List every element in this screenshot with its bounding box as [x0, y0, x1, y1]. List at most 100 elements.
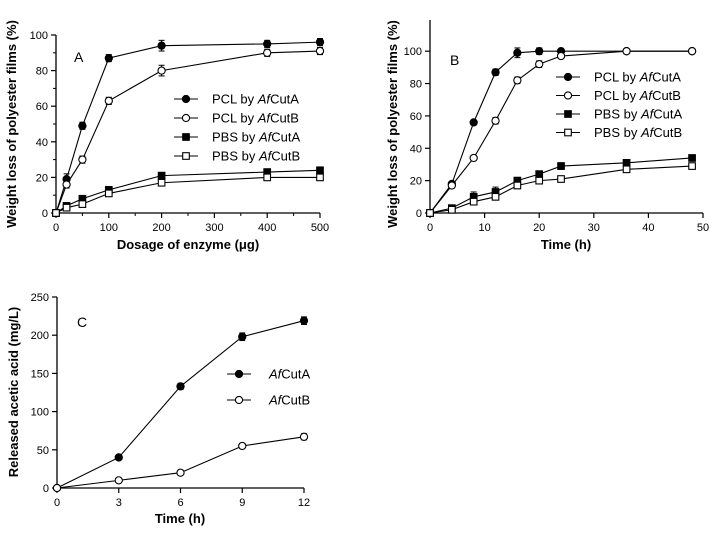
y-tick-label: 0: [416, 208, 422, 220]
legend-entry: PBS by AfCutA: [174, 130, 300, 145]
legend-entry: PCL by AfCutA: [174, 92, 299, 107]
legend-label-italic: Af: [268, 393, 283, 408]
data-point: [263, 48, 272, 57]
data-point: [114, 476, 123, 485]
panel-label: B: [450, 52, 459, 68]
data-point: [315, 46, 325, 56]
x-tick-label: 0: [427, 222, 433, 234]
data-point: [104, 96, 113, 106]
series-line: [55, 176, 320, 214]
y-tick-label: 80: [410, 79, 422, 91]
data-point: [238, 332, 247, 341]
legend-marker: [564, 110, 572, 118]
panel-label: A: [74, 49, 84, 65]
data-point: [263, 39, 272, 49]
legend-label-suffix: CutA: [281, 367, 310, 382]
legend-label-suffix: CutB: [281, 393, 310, 408]
legend-label: PBS by AfCutA: [212, 130, 300, 145]
data-point: [469, 197, 478, 206]
data-point: [316, 166, 324, 175]
data-point: [52, 209, 60, 217]
x-tick-label: 12: [298, 497, 310, 509]
data-point: [469, 118, 478, 127]
series-line: [55, 41, 321, 214]
legend-label: PCL by AfCutA: [594, 70, 681, 85]
y-tick-label: 150: [31, 368, 49, 380]
legend-marker: [564, 128, 572, 137]
data-point: [157, 178, 166, 187]
legend-label-prefix: PCL by: [594, 88, 640, 103]
data-point: [62, 180, 71, 189]
x-axis-label-unit: g): [247, 237, 259, 252]
x-tick-label: 500: [311, 222, 329, 234]
data-point: [535, 59, 544, 69]
x-tick-label: 50: [697, 222, 709, 234]
data-point: [557, 175, 565, 183]
x-axis-label-mu: μ: [239, 237, 247, 252]
data-point: [491, 68, 500, 77]
y-tick-label: 100: [30, 30, 48, 42]
series-4: [426, 162, 696, 217]
legend-label-italic: Af: [268, 367, 283, 382]
series-1: [51, 37, 325, 218]
y-tick-label: 40: [36, 137, 48, 149]
data-point: [491, 192, 500, 201]
data-point: [622, 158, 631, 167]
y-tick-label: 20: [36, 172, 48, 184]
y-tick-label: 0: [43, 483, 49, 495]
legend-marker: [181, 94, 191, 104]
legend-label-prefix: PBS by: [594, 125, 641, 140]
y-tick-label: 50: [37, 445, 49, 457]
x-tick-label: 6: [177, 497, 183, 509]
data-point: [78, 155, 87, 164]
legend-label-prefix: PBS by: [212, 130, 259, 145]
x-tick-label: 0: [53, 222, 59, 234]
y-tick-label: 60: [36, 101, 48, 113]
x-tick-label: 3: [116, 497, 122, 509]
x-tick-label: 9: [239, 497, 245, 509]
panel-b: 0 10 20 30 40 50 0 20 40 60 80 100 Time (h) Weight lo…: [385, 20, 709, 252]
data-point: [104, 53, 113, 63]
legend-label-italic: Af: [258, 149, 273, 164]
x-tick-label: 400: [258, 222, 276, 234]
x-axis-label-text: Dosage of enzyme (: [117, 237, 240, 252]
data-point: [157, 66, 166, 75]
x-tick-label: 30: [588, 222, 600, 234]
data-point: [157, 41, 166, 50]
legend-marker: [182, 152, 190, 160]
legend-label-prefix: PBS by: [212, 149, 259, 164]
legend-marker: [234, 395, 244, 405]
legend-entry: PBS by AfCutB: [174, 149, 300, 164]
x-tick-label: 20: [533, 222, 545, 234]
legend-entry: AfCutA: [227, 367, 311, 382]
series-line: [55, 169, 321, 214]
series-2: [52, 432, 309, 493]
y-tick-label: 40: [410, 143, 422, 155]
data-point: [426, 209, 434, 217]
data-point: [114, 453, 123, 462]
data-point: [447, 181, 456, 190]
legend-marker: [181, 113, 191, 123]
legend-entry: AfCutB: [227, 393, 310, 408]
data-point: [513, 181, 522, 190]
legend-label-italic: Af: [639, 70, 654, 85]
legend-label-prefix: PBS by: [594, 107, 641, 122]
data-point: [157, 171, 166, 180]
legend-label: PCL by AfCutB: [594, 88, 681, 103]
data-point: [535, 176, 544, 185]
legend-label-italic: Af: [257, 111, 272, 126]
y-tick-label: 0: [42, 208, 48, 220]
legend-label-italic: Af: [640, 125, 655, 140]
y-axis-label: Weight loss of polyester films (%): [4, 20, 19, 228]
data-point: [299, 316, 309, 325]
data-point: [622, 47, 631, 56]
legend-label-italic: Af: [258, 130, 273, 145]
data-point: [688, 162, 696, 170]
series-3: [426, 154, 696, 217]
data-point: [238, 441, 247, 451]
legend-marker: [234, 369, 244, 379]
data-point: [299, 432, 309, 441]
legend-label: AfCutB: [268, 393, 310, 408]
x-axis-label: Time (h): [541, 237, 591, 252]
